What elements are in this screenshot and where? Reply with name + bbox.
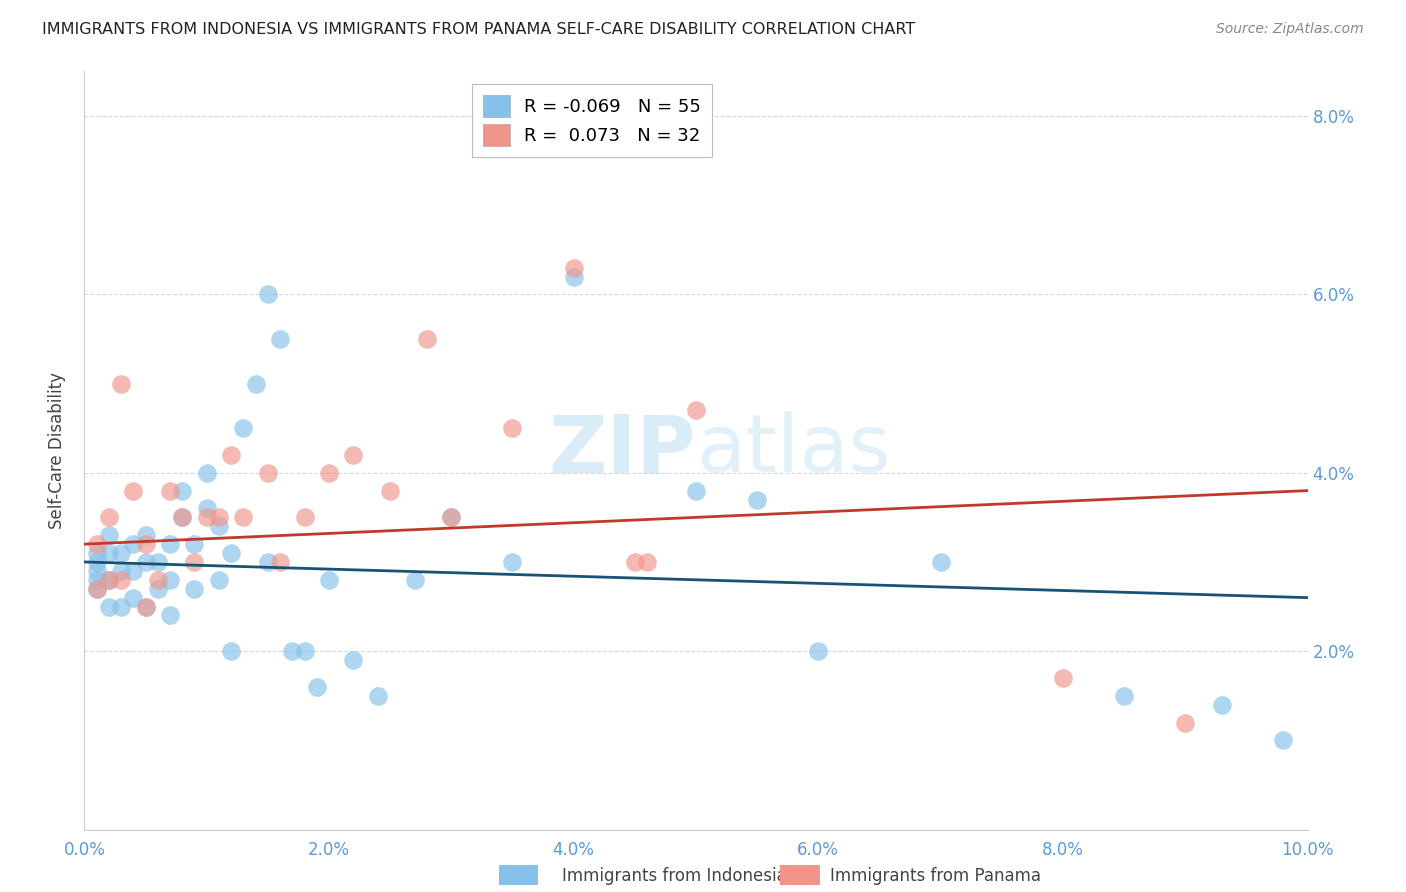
Point (110, 564, 132, 578)
Point (86, 564, 108, 578)
Point (122, 537, 145, 551)
Point (208, 573, 231, 587)
Point (257, 466, 280, 480)
Point (232, 421, 254, 435)
Point (404, 573, 426, 587)
Point (135, 599, 157, 614)
Y-axis label: Self-Care Disability: Self-Care Disability (48, 372, 66, 529)
Point (183, 582, 205, 596)
Point (1174, 715, 1197, 730)
Point (502, 421, 524, 435)
Point (146, 582, 169, 596)
Point (305, 680, 328, 694)
Point (183, 555, 205, 569)
Point (159, 483, 181, 498)
Point (146, 555, 169, 569)
Point (122, 564, 145, 578)
Point (183, 537, 205, 551)
Point (86, 546, 108, 560)
Point (440, 510, 463, 524)
Point (159, 537, 181, 551)
Point (172, 510, 194, 524)
Point (135, 528, 157, 542)
Point (97, 546, 120, 560)
Point (86, 537, 108, 551)
Point (636, 555, 658, 569)
Point (219, 644, 242, 658)
Point (440, 510, 463, 524)
Point (135, 537, 157, 551)
Point (219, 448, 242, 462)
Point (318, 466, 340, 480)
Point (294, 510, 316, 524)
Point (97, 528, 120, 542)
Point (269, 555, 291, 569)
Text: IMMIGRANTS FROM INDONESIA VS IMMIGRANTS FROM PANAMA SELF-CARE DISABILITY CORRELA: IMMIGRANTS FROM INDONESIA VS IMMIGRANTS … (42, 22, 915, 37)
Point (380, 483, 402, 498)
Point (135, 599, 157, 614)
Point (208, 519, 231, 533)
Point (86, 582, 108, 596)
Point (747, 492, 769, 507)
Point (195, 466, 218, 480)
Point (318, 573, 340, 587)
Point (110, 376, 132, 391)
Point (269, 332, 291, 346)
Point (86, 573, 108, 587)
Point (685, 483, 707, 498)
Point (562, 269, 585, 284)
Text: Source: ZipAtlas.com: Source: ZipAtlas.com (1216, 22, 1364, 37)
Point (122, 591, 145, 605)
Point (685, 403, 707, 417)
Point (219, 546, 242, 560)
Text: atlas: atlas (696, 411, 890, 490)
Point (86, 555, 108, 569)
Point (257, 287, 280, 301)
Point (929, 555, 952, 569)
Point (172, 483, 194, 498)
Point (135, 555, 157, 569)
Point (342, 653, 364, 667)
Point (807, 644, 830, 658)
Point (367, 689, 389, 703)
Point (342, 448, 364, 462)
Point (1211, 698, 1233, 712)
Point (86, 582, 108, 596)
Point (146, 573, 169, 587)
Text: Immigrants from Panama: Immigrants from Panama (830, 867, 1040, 885)
Point (110, 546, 132, 560)
Point (97, 599, 120, 614)
Point (159, 608, 181, 623)
Point (562, 260, 585, 275)
Point (624, 555, 647, 569)
Point (172, 510, 194, 524)
Point (110, 599, 132, 614)
Point (502, 555, 524, 569)
Point (281, 644, 304, 658)
Point (159, 573, 181, 587)
Legend: R = -0.069   N = 55, R =  0.073   N = 32: R = -0.069 N = 55, R = 0.073 N = 32 (472, 84, 711, 157)
Point (416, 332, 439, 346)
Point (195, 501, 218, 516)
Point (1272, 733, 1295, 747)
Point (97, 510, 120, 524)
Text: ZIP: ZIP (548, 411, 696, 490)
Point (245, 376, 267, 391)
Point (294, 644, 316, 658)
Point (232, 510, 254, 524)
Point (257, 555, 280, 569)
Point (1114, 689, 1136, 703)
Point (208, 510, 231, 524)
Point (97, 573, 120, 587)
Point (195, 510, 218, 524)
Point (97, 573, 120, 587)
Point (110, 573, 132, 587)
Point (1052, 671, 1074, 685)
Point (122, 483, 145, 498)
Text: Immigrants from Indonesia: Immigrants from Indonesia (562, 867, 787, 885)
